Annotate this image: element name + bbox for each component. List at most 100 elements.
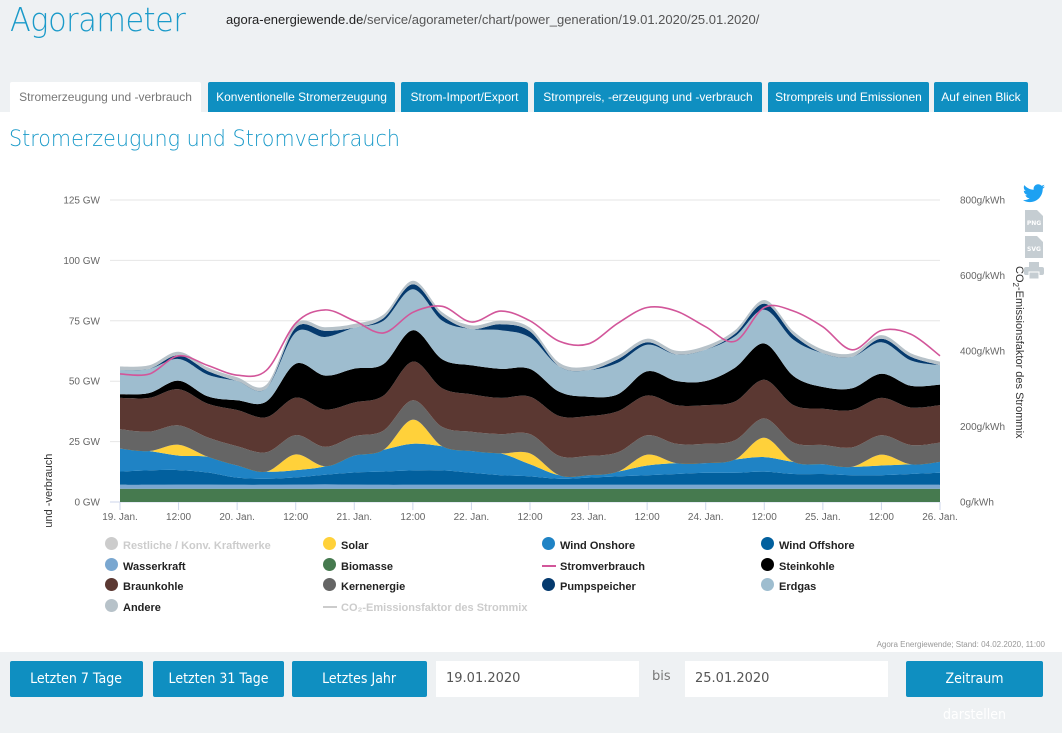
legend-dot-symbol [542, 537, 555, 550]
y2-tick-label: 400g/kWh [960, 347, 1005, 358]
legend-dot-symbol [323, 578, 336, 591]
to-date-input[interactable] [685, 661, 888, 697]
png-download-icon[interactable]: PNG [1022, 210, 1046, 234]
y-axis-title: Stromerzeugung und -verbrauch [43, 454, 55, 530]
legend-dot-symbol [105, 537, 118, 550]
area-wind-onshore[interactable] [120, 443, 940, 479]
legend-dot-symbol [105, 598, 118, 612]
url-rest: /service/agorameter/chart/power_generati… [363, 12, 760, 27]
print-icon[interactable] [1022, 262, 1046, 286]
header: Agorameter agora-energiewende.de/service… [0, 0, 1062, 80]
legend-dot-symbol [105, 557, 118, 571]
y2-axis-title: CO2-Emissionsfaktor des Strommix [1011, 266, 1025, 439]
chart-legend: Restliche / Konv. Kraftwerke Solar Wind On… [105, 537, 925, 622]
legend-item[interactable]: Wind Onshore [542, 537, 635, 555]
legend-label: Biomasse [341, 560, 393, 573]
x-tick-label: 12:00 [400, 512, 425, 523]
brand-logo[interactable]: Agorameter [10, 0, 186, 39]
legend-label: Kernenergie [341, 581, 406, 593]
legend-item[interactable]: Restliche / Konv. Kraftwerke [105, 537, 271, 555]
legend-label: Wind Onshore [560, 540, 636, 552]
last-7-days-button[interactable]: Letzten 7 Tage [10, 661, 143, 697]
legend-dot-symbol [761, 557, 774, 571]
area-erdgas[interactable] [120, 289, 940, 405]
stacked-areas [120, 280, 940, 502]
x-tick-label: 12:00 [517, 512, 542, 523]
x-tick-label: 23. Jan. [571, 512, 607, 523]
tab-import-export[interactable]: Strom-Import/Export [401, 82, 528, 112]
area-solar[interactable] [120, 419, 940, 477]
x-tick-label: 22. Jan. [454, 512, 490, 523]
y-tick-label: 0 GW [74, 498, 100, 509]
y2-tick-label: 800g/kWh [960, 196, 1005, 207]
line-series [119, 304, 941, 378]
legend-item[interactable]: Steinkohle [761, 557, 835, 576]
svg-text:PNG: PNG [1027, 220, 1041, 227]
last-year-button[interactable]: Letztes Jahr [292, 661, 427, 697]
area-steinkohle[interactable] [120, 330, 940, 418]
legend-item[interactable]: Andere [105, 598, 161, 617]
x-tick-label: 12:00 [752, 512, 777, 523]
chart: 0 GW 25 GW 50 GW 75 GW 100 GW 125 GW 0g/kWh 20… [43, 196, 1025, 531]
legend-dot-symbol [323, 537, 336, 550]
area-wasserkraft[interactable] [120, 484, 940, 489]
legend-label: Steinkohle [779, 560, 835, 573]
x-tick-label: 20. Jan. [219, 512, 255, 523]
bis-label: bis [652, 669, 671, 684]
y2-tick-label: 600g/kWh [960, 271, 1005, 282]
legend-dot-symbol [105, 578, 118, 591]
legend-dot-symbol [761, 537, 774, 550]
legend-dot-symbol [542, 578, 555, 591]
show-range-button[interactable]: Zeitraum darstellen [906, 661, 1043, 723]
x-tick-label: 12:00 [635, 512, 660, 523]
from-date-input[interactable] [436, 661, 639, 697]
y-axis-left: 0 GW 25 GW 50 GW 75 GW 100 GW 125 GW [63, 196, 100, 509]
legend-label: CO₂-Emissionsfaktor des Strommix [341, 601, 528, 614]
legend-item[interactable]: Pumpspeicher [542, 578, 636, 596]
legend-label: Andere [123, 601, 161, 614]
tab-stromerzeugung[interactable]: Stromerzeugung und -verbrauch [10, 82, 201, 112]
legend-item[interactable]: CO₂-Emissionsfaktor des Strommix [323, 599, 527, 617]
legend-line-symbol [323, 605, 337, 608]
legend-dot-symbol [761, 578, 774, 591]
legend-label: Restliche / Konv. Kraftwerke [123, 540, 271, 552]
line-stromverbrauch[interactable] [119, 304, 941, 378]
y-tick-label: 25 GW [69, 437, 101, 448]
legend-item[interactable]: Stromverbrauch [542, 558, 645, 576]
x-tick-label: 26. Jan. [922, 512, 958, 523]
svg-download-icon[interactable]: SVG [1022, 236, 1046, 260]
area-kernenergie[interactable] [120, 400, 940, 477]
page-title: Stromerzeugung und Stromverbrauch [9, 127, 400, 152]
date-controls: Letzten 7 Tage Letzten 31 Tage Letztes J… [0, 652, 1062, 723]
y-axis-right: 0g/kWh 200g/kWh 400g/kWh 600g/kWh 800g/kWh [960, 196, 1005, 509]
tab-strompreis-erzeugung[interactable]: Strompreis, -erzeugung und -verbrauch [534, 82, 762, 112]
y2-tick-label: 200g/kWh [960, 422, 1005, 433]
chart-tabs: Stromerzeugung und -verbrauch Konvention… [0, 82, 1062, 112]
legend-label: Stromverbrauch [560, 560, 645, 573]
legend-item[interactable]: Solar [323, 537, 369, 555]
legend-item[interactable]: Braunkohle [105, 578, 184, 596]
area-wind-offshore[interactable] [120, 469, 940, 485]
y-tick-label: 100 GW [63, 256, 100, 267]
legend-dot-symbol [323, 557, 336, 571]
legend-item[interactable]: Erdgas [761, 578, 816, 596]
x-axis: 19. Jan. 12:00 20. Jan. 12:00 21. Jan. 12:00 2… [102, 502, 958, 523]
legend-item[interactable]: Wasserkraft [105, 557, 186, 576]
legend-item[interactable]: Kernenergie [323, 578, 405, 596]
legend-item[interactable]: Wind Offshore [761, 537, 855, 555]
legend-label: Wind Offshore [779, 540, 855, 552]
legend-item[interactable]: Biomasse [323, 557, 393, 576]
area-braunkohle[interactable] [120, 361, 940, 458]
x-tick-label: 21. Jan. [336, 512, 372, 523]
twitter-icon[interactable] [1022, 184, 1046, 208]
y2-tick-label: 0g/kWh [960, 498, 994, 509]
x-tick-label: 25. Jan. [805, 512, 841, 523]
tab-konventionelle[interactable]: Konventionelle Stromerzeugung [208, 82, 395, 112]
last-31-days-button[interactable]: Letzten 31 Tage [153, 661, 284, 697]
legend-label: Erdgas [779, 581, 817, 593]
area-biomasse[interactable] [120, 488, 940, 502]
tab-strompreis-emissionen[interactable]: Strompreis und Emissionen [768, 82, 929, 112]
y-tick-label: 125 GW [63, 196, 100, 207]
x-tick-label: 12:00 [283, 512, 308, 523]
tab-auf-einen-blick[interactable]: Auf einen Blick [934, 82, 1028, 112]
